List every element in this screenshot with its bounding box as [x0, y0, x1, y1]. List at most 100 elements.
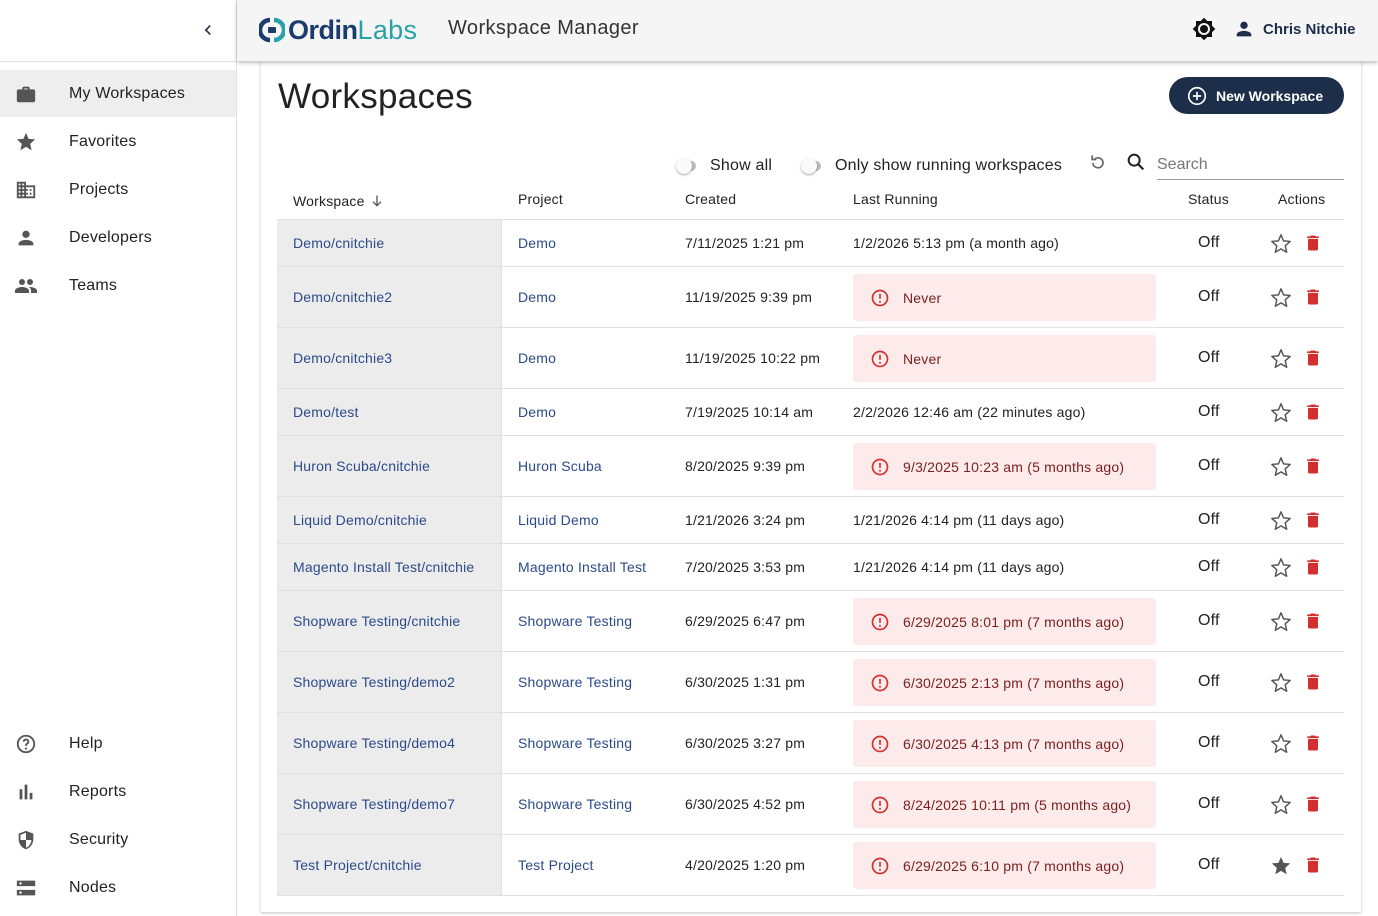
delete-button[interactable] [1303, 456, 1325, 478]
new-workspace-label: New Workspace [1216, 87, 1324, 104]
table-row: Huron Scuba/cnitchie Huron Scuba 8/20/2025… [277, 436, 1344, 497]
favorite-button[interactable] [1270, 855, 1292, 877]
sidebar-item-label: Teams [69, 276, 118, 294]
favorite-button[interactable] [1270, 510, 1292, 532]
favorite-button[interactable] [1270, 233, 1292, 255]
brand-logo[interactable]: Ordin Labs [259, 13, 417, 47]
delete-button[interactable] [1303, 402, 1325, 424]
last-running-text: 2/2/2026 12:46 am (22 minutes ago) [853, 403, 1086, 420]
sidebar-item-developers[interactable]: Developers [0, 214, 236, 261]
show-all-toggle[interactable]: Show all [676, 157, 772, 175]
table-row: Liquid Demo/cnitchie Liquid Demo 1/21/2026… [277, 497, 1344, 544]
delete-button[interactable] [1303, 233, 1325, 255]
favorite-button[interactable] [1270, 733, 1292, 755]
favorite-button[interactable] [1270, 456, 1292, 478]
star-outline-icon [1271, 510, 1291, 530]
last-running-text: 6/29/2025 6:10 pm (7 months ago) [903, 857, 1125, 874]
sidebar-item-nodes[interactable]: Nodes [0, 864, 236, 911]
favorite-button[interactable] [1270, 348, 1292, 370]
workspace-link[interactable]: Demo/cnitchie2 [293, 288, 393, 305]
status-text: Off [1198, 456, 1220, 474]
settings-button[interactable] [1192, 17, 1216, 41]
column-header-status: Status [1188, 191, 1229, 207]
delete-button[interactable] [1303, 611, 1325, 633]
workspace-link[interactable]: Magento Install Test/cnitchie [293, 558, 475, 575]
delete-button[interactable] [1303, 510, 1325, 532]
favorite-button[interactable] [1270, 557, 1292, 579]
user-icon [1236, 21, 1252, 37]
delete-button[interactable] [1303, 733, 1325, 755]
delete-button[interactable] [1303, 794, 1325, 816]
add-circle-icon [1187, 86, 1207, 105]
last-running-warning: 6/30/2025 2:13 pm (7 months ago) [853, 659, 1156, 706]
project-link[interactable]: Liquid Demo [518, 511, 599, 528]
chevron-left-icon [204, 25, 211, 35]
workspace-link[interactable]: Demo/cnitchie3 [293, 349, 393, 366]
sidebar: My Workspaces Favorites Projects Develop… [0, 0, 237, 916]
workspace-link[interactable]: Demo/cnitchie [293, 234, 385, 251]
refresh-button[interactable] [1088, 152, 1108, 172]
workspace-link[interactable]: Liquid Demo/cnitchie [293, 511, 427, 528]
new-workspace-button[interactable]: New Workspace [1169, 77, 1344, 114]
sidebar-item-favorites[interactable]: Favorites [0, 118, 236, 165]
project-link[interactable]: Demo [518, 288, 557, 305]
favorite-button[interactable] [1270, 672, 1292, 694]
search-input[interactable] [1157, 151, 1344, 180]
trash-icon [1307, 735, 1319, 750]
workspace-link[interactable]: Shopware Testing/cnitchie [293, 612, 461, 629]
created-date: 8/20/2025 9:39 pm [685, 457, 806, 474]
trash-icon [1307, 559, 1319, 574]
error-outline-icon [871, 857, 889, 874]
workspace-link[interactable]: Shopware Testing/demo4 [293, 734, 456, 751]
workspace-link[interactable]: Huron Scuba/cnitchie [293, 457, 431, 474]
error-outline-icon [871, 458, 889, 475]
sidebar-item-teams[interactable]: Teams [0, 262, 236, 309]
delete-button[interactable] [1303, 672, 1325, 694]
user-menu[interactable]: Chris Nitchie [1233, 18, 1356, 40]
workspace-link[interactable]: Shopware Testing/demo7 [293, 795, 456, 812]
workspaces-card: Workspaces New Workspace Show all Only s… [261, 61, 1361, 912]
delete-button[interactable] [1303, 348, 1325, 370]
star-outline-icon [1271, 456, 1291, 476]
project-link[interactable]: Shopware Testing [518, 734, 633, 751]
star-outline-icon [1271, 611, 1291, 631]
sidebar-item-help[interactable]: Help [0, 720, 236, 767]
running-only-toggle[interactable]: Only show running workspaces [801, 157, 1062, 175]
status-text: Off [1198, 510, 1220, 528]
sidebar-item-projects[interactable]: Projects [0, 166, 236, 213]
favorite-button[interactable] [1270, 402, 1292, 424]
project-link[interactable]: Shopware Testing [518, 795, 633, 812]
project-link[interactable]: Huron Scuba [518, 457, 602, 474]
workspace-link[interactable]: Shopware Testing/demo2 [293, 673, 456, 690]
workspace-cell [277, 591, 502, 651]
column-header-workspace[interactable]: Workspace [293, 193, 385, 209]
sidebar-item-my-workspaces[interactable]: My Workspaces [0, 70, 236, 117]
project-link[interactable]: Demo [518, 349, 557, 366]
favorite-button[interactable] [1270, 611, 1292, 633]
last-running-text: 6/30/2025 2:13 pm (7 months ago) [903, 674, 1125, 691]
last-running-warning: Never [853, 335, 1156, 382]
collapse-sidebar-button[interactable] [196, 18, 220, 42]
sidebar-item-security[interactable]: Security [0, 816, 236, 863]
error-outline-icon [871, 350, 889, 367]
project-link[interactable]: Shopware Testing [518, 612, 633, 629]
project-link[interactable]: Demo [518, 403, 557, 420]
last-running-warning: 6/29/2025 8:01 pm (7 months ago) [853, 598, 1156, 645]
project-link[interactable]: Demo [518, 234, 557, 251]
delete-button[interactable] [1303, 287, 1325, 309]
status-text: Off [1198, 287, 1220, 305]
workspace-link[interactable]: Test Project/cnitchie [293, 856, 422, 873]
project-link[interactable]: Magento Install Test [518, 558, 647, 575]
favorite-button[interactable] [1270, 794, 1292, 816]
search-icon [1127, 153, 1145, 171]
ordinlabs-logo-icon [259, 17, 285, 43]
project-link[interactable]: Shopware Testing [518, 673, 633, 690]
column-header-last-running: Last Running [853, 191, 938, 207]
sidebar-item-reports[interactable]: Reports [0, 768, 236, 815]
workspace-link[interactable]: Demo/test [293, 403, 359, 420]
delete-button[interactable] [1303, 557, 1325, 579]
shield-icon [14, 828, 38, 852]
project-link[interactable]: Test Project [518, 856, 594, 873]
delete-button[interactable] [1303, 855, 1325, 877]
favorite-button[interactable] [1270, 287, 1292, 309]
